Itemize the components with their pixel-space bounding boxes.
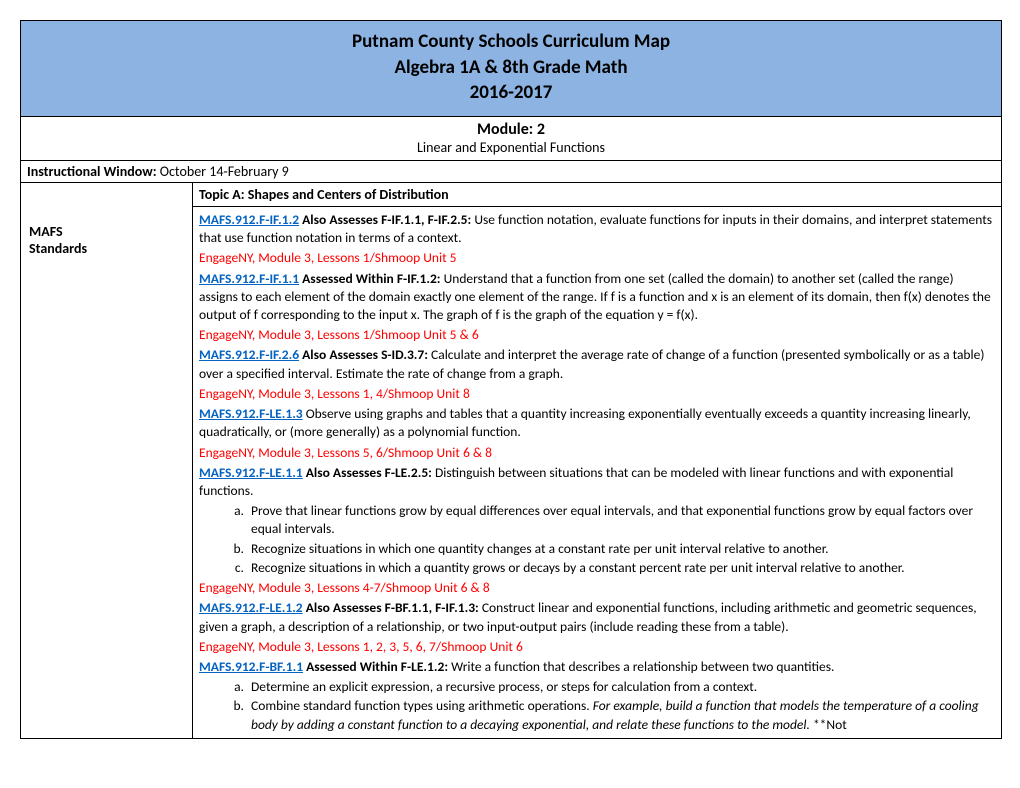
sub-list: Determine an explicit expression, a recu…: [199, 678, 995, 734]
resource-text: EngageNY, Module 3, Lessons 1, 4/Shmoop …: [199, 385, 995, 403]
list-text: Combine standard function types using ar…: [251, 697, 593, 714]
window-value: October 14-February 9: [160, 163, 289, 180]
module-block: Module: 2 Linear and Exponential Functio…: [21, 117, 1001, 161]
list-text: **Not: [810, 716, 847, 733]
module-title: Module: 2: [21, 120, 1001, 139]
standard-assess: Also Assesses F-BF.1.1, F-IF.1.3:: [303, 599, 482, 616]
list-item: Recognize situations in which a quantity…: [247, 559, 995, 577]
standard-link[interactable]: MAFS.912.F-IF.1.2: [199, 211, 299, 228]
standards-content: MAFS.912.F-IF.1.2 Also Assesses F-IF.1.1…: [193, 207, 1001, 738]
standard-link[interactable]: MAFS.912.F-IF.1.1: [199, 270, 299, 287]
standard-text: Observe using graphs and tables that a q…: [199, 405, 971, 440]
standard-link[interactable]: MAFS.912.F-LE.1.3: [199, 405, 303, 422]
header: Putnam County Schools Curriculum Map Alg…: [21, 21, 1001, 117]
instructional-window: Instructional Window: October 14-Februar…: [21, 161, 1001, 183]
right-column: Topic A: Shapes and Centers of Distribut…: [193, 183, 1001, 738]
standard-assess: Assessed Within F-LE.1.2:: [303, 658, 451, 675]
header-line2: Algebra 1A & 8th Grade Math: [21, 55, 1001, 81]
standard-assess: Assessed Within F-IF.1.2:: [299, 270, 444, 287]
standard-link[interactable]: MAFS.912.F-IF.2.6: [199, 346, 299, 363]
resource-text: EngageNY, Module 3, Lessons 1, 2, 3, 5, …: [199, 638, 995, 656]
curriculum-map: Putnam County Schools Curriculum Map Alg…: [20, 20, 1002, 739]
resource-text: EngageNY, Module 3, Lessons 4-7/Shmoop U…: [199, 579, 995, 597]
header-line3: 2016-2017: [21, 80, 1001, 106]
window-label: Instructional Window:: [27, 163, 160, 180]
module-subtitle: Linear and Exponential Functions: [21, 139, 1001, 156]
resource-text: EngageNY, Module 3, Lessons 5, 6/Shmoop …: [199, 444, 995, 462]
standards-label: Standards: [29, 240, 184, 257]
header-line1: Putnam County Schools Curriculum Map: [21, 29, 1001, 55]
standard-assess: Also Assesses F-LE.2.5:: [303, 464, 435, 481]
list-item: Prove that linear functions grow by equa…: [247, 502, 995, 538]
topic-bar: Topic A: Shapes and Centers of Distribut…: [193, 183, 1001, 207]
mafs-label: MAFS: [29, 223, 184, 240]
list-item: Combine standard function types using ar…: [247, 697, 995, 733]
resource-text: EngageNY, Module 3, Lessons 1/Shmoop Uni…: [199, 249, 995, 267]
list-item: Determine an explicit expression, a recu…: [247, 678, 995, 696]
standard-text: Write a function that describes a relati…: [451, 658, 834, 675]
standard-link[interactable]: MAFS.912.F-LE.1.1: [199, 464, 303, 481]
list-item: Recognize situations in which one quanti…: [247, 540, 995, 558]
standards-row: MAFS Standards Topic A: Shapes and Cente…: [21, 183, 1001, 738]
standard-link[interactable]: MAFS.912.F-LE.1.2: [199, 599, 303, 616]
standard-link[interactable]: MAFS.912.F-BF.1.1: [199, 658, 303, 675]
sub-list: Prove that linear functions grow by equa…: [199, 502, 995, 577]
standard-assess: Also Assesses S-ID.3.7:: [299, 346, 431, 363]
standard-assess: Also Assesses F-IF.1.1, F-IF.2.5:: [299, 211, 474, 228]
left-column: MAFS Standards: [21, 183, 193, 738]
resource-text: EngageNY, Module 3, Lessons 1/Shmoop Uni…: [199, 326, 995, 344]
